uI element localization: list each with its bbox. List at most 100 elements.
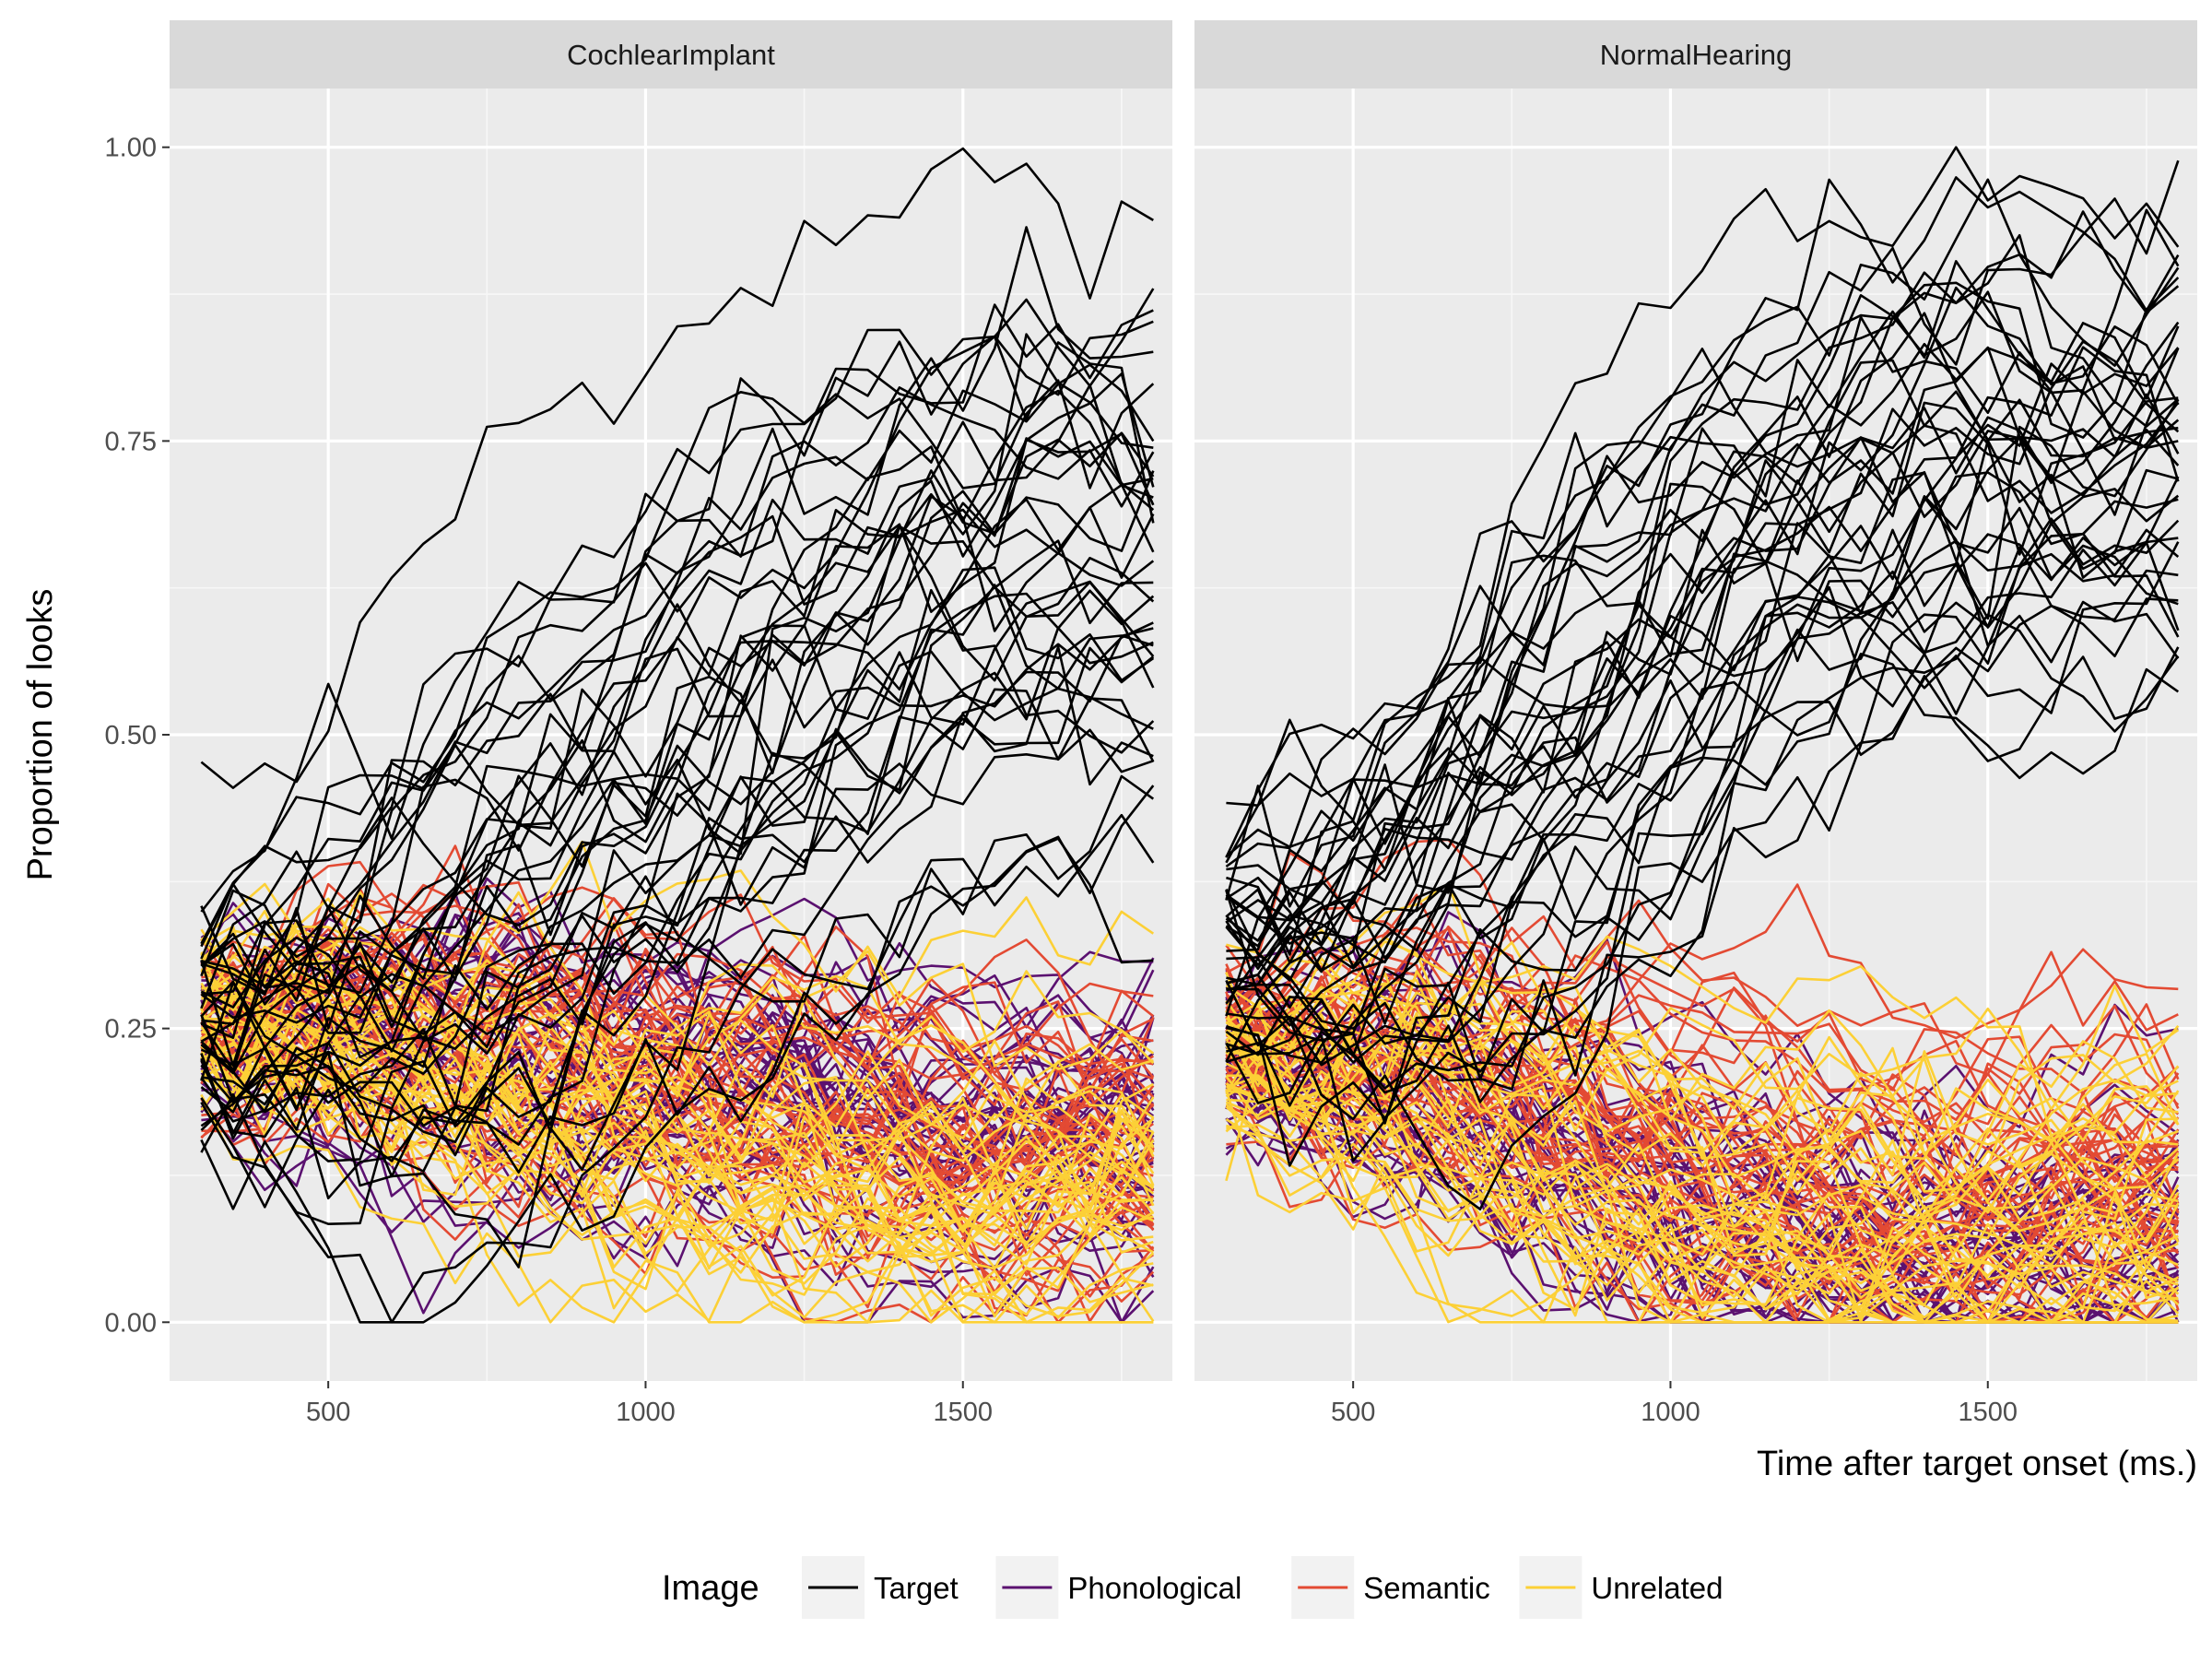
series-line-unrelated — [1225, 1009, 2180, 1252]
series-line-unrelated — [1225, 991, 2180, 1257]
series-line-target — [200, 645, 1154, 1157]
series-line-target — [1225, 146, 2180, 864]
series-line-semantic — [1225, 926, 2180, 1250]
series-line-target — [200, 580, 1155, 1114]
series-line-target — [200, 437, 1154, 1029]
series-line-semantic — [1225, 986, 2180, 1255]
series-line-target — [201, 634, 1154, 1106]
series-line-target — [1225, 613, 2180, 1104]
series-line-unrelated — [200, 989, 1155, 1193]
series-line-unrelated — [1225, 972, 2180, 1156]
series-line-target — [1225, 281, 2180, 920]
series-line-unrelated — [1226, 882, 2180, 1111]
x-tick-label: 1000 — [1641, 1398, 1700, 1427]
series-line-semantic — [1225, 994, 2179, 1223]
series-line-unrelated — [200, 891, 1154, 1189]
series-line-target — [1225, 398, 2180, 968]
x-tick-label: 1000 — [616, 1398, 676, 1427]
series-line-unrelated — [200, 952, 1155, 1184]
series-line-target — [1225, 471, 2180, 1057]
strip-background — [1194, 20, 2197, 89]
series-line-target — [200, 525, 1155, 1112]
y-tick-label: 0.50 — [105, 721, 157, 750]
series-line-target — [1226, 541, 2180, 1027]
series-line-target — [200, 813, 1155, 1324]
series-line-unrelated — [1226, 1066, 2179, 1324]
series-line-target — [200, 626, 1154, 1127]
legend-label: Unrelated — [1591, 1571, 1723, 1605]
legend-title: Image — [662, 1569, 759, 1608]
series-line-target — [1225, 347, 2180, 971]
series-line-unrelated — [1225, 993, 2180, 1307]
series-line-target — [1225, 286, 2179, 942]
series-line-unrelated — [1226, 979, 2179, 1235]
series-line-unrelated — [1225, 940, 2180, 1191]
series-line-target — [200, 320, 1154, 913]
x-tick-label: 1500 — [1959, 1398, 2018, 1427]
series-line-target — [1226, 396, 2179, 992]
series-line-unrelated — [200, 1021, 1154, 1316]
strip-background — [170, 20, 1172, 89]
x-tick-label: 1500 — [934, 1398, 994, 1427]
series-line-target — [1226, 321, 2180, 952]
legend-label: Semantic — [1363, 1571, 1490, 1605]
series-line-target — [1225, 468, 2179, 1025]
y-tick-label: 0.75 — [105, 427, 157, 456]
series-line-unrelated — [1225, 1001, 2179, 1214]
series-line-semantic — [1225, 1033, 2180, 1309]
series-line-semantic — [1226, 961, 2179, 1245]
series-line-target — [1226, 208, 2180, 891]
legend-item-unrelated: Unrelated — [1519, 1556, 1723, 1619]
series-line-target — [201, 372, 1155, 1058]
series-line-unrelated — [200, 1008, 1155, 1257]
y-tick-label: 0.00 — [105, 1308, 157, 1338]
series-line-target — [1226, 476, 2180, 1064]
series-line-target — [1225, 517, 2180, 1125]
series-line-unrelated — [200, 1009, 1154, 1324]
series-line-phonological — [1225, 997, 2180, 1289]
series-line-target — [1226, 259, 2180, 956]
series-line-semantic — [200, 882, 1155, 1106]
series-line-unrelated — [1225, 997, 2179, 1321]
series-line-target — [1225, 312, 2180, 982]
legend-label: Target — [874, 1571, 959, 1605]
series-line-target — [200, 697, 1155, 1178]
series-line-target — [200, 477, 1154, 1049]
series-line-semantic — [1225, 925, 2180, 1095]
series-line-target — [200, 333, 1154, 967]
series-line-target — [200, 147, 1154, 789]
series-line-target — [1225, 359, 2180, 964]
series-line-unrelated — [1225, 1075, 2180, 1324]
series-line-target — [1225, 176, 2180, 858]
series-line-unrelated — [1226, 1041, 2179, 1317]
strip-label: CochlearImplant — [567, 39, 775, 71]
series-line-target — [200, 646, 1155, 1104]
series-line-phonological — [1225, 1028, 2180, 1324]
series-line-target — [200, 363, 1155, 1039]
series-line-semantic — [200, 860, 1154, 1109]
series-line-target — [200, 588, 1155, 1140]
series-line-target — [200, 581, 1155, 1209]
y-axis-title: Proportion of looks — [21, 589, 60, 881]
x-tick-label: 500 — [306, 1398, 350, 1427]
series-line-phonological — [1226, 992, 2180, 1244]
legend-item-semantic: Semantic — [1291, 1556, 1490, 1619]
series-line-target — [200, 495, 1155, 1043]
series-line-unrelated — [200, 1041, 1154, 1324]
series-line-target — [1226, 569, 2179, 1090]
series-line-target — [1225, 471, 2179, 1067]
series-line-target — [1226, 428, 2180, 1064]
series-line-target — [1225, 340, 2180, 1017]
series-line-target — [200, 785, 1155, 1200]
series-line-unrelated — [1225, 1049, 2179, 1185]
y-tick-label: 1.00 — [105, 134, 157, 163]
legend-label: Phonological — [1067, 1571, 1241, 1605]
series-line-target — [201, 384, 1155, 1026]
legend: Image Target Phonological Semantic Unrelated — [662, 1556, 1723, 1619]
panel-normalhearing: NormalHearing 500 1000 1500 — [1194, 20, 2197, 1427]
series-line-target — [1226, 652, 2180, 1167]
series-line-unrelated — [200, 840, 1155, 1012]
series-line-target — [200, 774, 1155, 1269]
